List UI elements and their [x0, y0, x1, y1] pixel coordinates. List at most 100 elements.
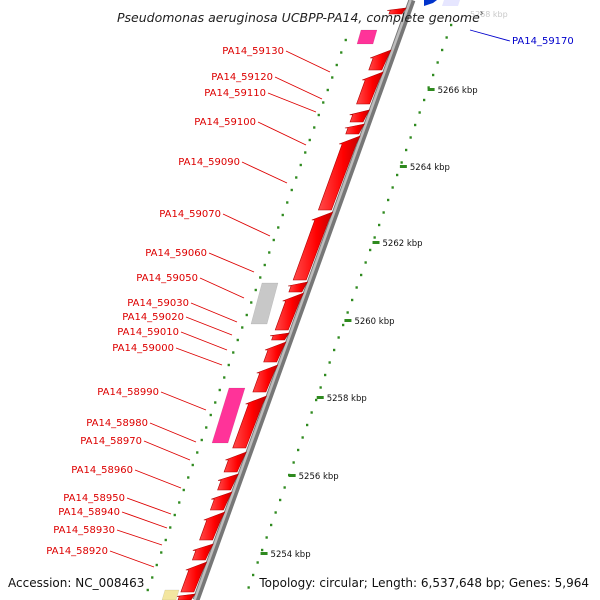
scale-tick-mark — [288, 474, 296, 477]
track-dot — [214, 401, 217, 404]
leader-line — [180, 331, 228, 351]
track-dot — [247, 586, 250, 589]
gene-track — [161, 7, 407, 600]
track-dot — [373, 236, 376, 239]
svg-text:5268 kbp: 5268 kbp — [470, 10, 508, 19]
gene-label: PA14_59050 — [136, 273, 198, 284]
track-dot — [378, 223, 381, 227]
track-dot — [315, 398, 318, 402]
gene-label: PA14_58920 — [46, 546, 108, 557]
track-dot — [254, 288, 257, 292]
track-dot — [333, 348, 336, 352]
track-dot — [283, 486, 286, 489]
gene-label: PA14_59000 — [112, 343, 174, 354]
scale-labels: 5254 kbp 5256 kbp 5258 kbp 5260 kbp 5262 kbp… — [260, 86, 478, 560]
scale-tick-label: 5262 kbp — [383, 239, 423, 249]
leader-line — [222, 213, 271, 237]
track-dot — [351, 298, 354, 302]
blue-gene-arrow — [424, 0, 437, 6]
leader-line — [190, 302, 238, 323]
track-dot — [355, 286, 358, 289]
track-dot — [317, 113, 320, 117]
leader-line — [121, 511, 168, 529]
scale-tick-label: 5266 kbp — [438, 86, 478, 96]
gene-label: PA14_59170 — [512, 36, 574, 47]
track-dot — [445, 36, 448, 39]
gene-arrow — [270, 332, 290, 341]
label-leaders — [109, 29, 511, 568]
track-dot — [227, 363, 230, 367]
track-dot — [270, 523, 273, 527]
scale-tick-label: 5254 kbp — [271, 550, 311, 560]
track-dot — [277, 226, 280, 229]
gene-label: PA14_58960 — [71, 465, 133, 476]
track-dot — [200, 438, 203, 442]
track-dot — [292, 461, 295, 464]
leader-line — [469, 29, 511, 42]
track-dot — [178, 501, 181, 504]
track-dot — [272, 238, 275, 242]
gene-label: PA14_58970 — [80, 436, 142, 447]
track-dot — [187, 476, 190, 479]
track-dot — [301, 436, 304, 439]
track-dot — [151, 576, 154, 579]
gene-label: PA14_58930 — [53, 525, 115, 536]
gene-arrow — [223, 451, 247, 473]
track-dot — [256, 561, 259, 564]
track-dot — [344, 38, 347, 42]
gene-arrow — [344, 123, 365, 135]
gene-label: PA14_58990 — [97, 387, 159, 398]
leader-line — [175, 347, 223, 366]
track-dot — [279, 498, 282, 502]
track-dot — [382, 211, 385, 214]
track-dot — [364, 261, 367, 264]
gene-label: PA14_59090 — [178, 157, 240, 168]
pink-gene-block — [211, 387, 246, 444]
track-dot — [252, 573, 255, 577]
gene-arrow — [356, 71, 384, 105]
track-dot — [261, 548, 264, 552]
track-dot — [295, 176, 298, 179]
track-dot — [259, 276, 262, 279]
gene-label: PA14_59020 — [122, 312, 184, 323]
gene-arrow — [180, 561, 208, 593]
track-dot — [182, 488, 185, 492]
outer-dotted-track — [247, 23, 453, 589]
track-dot — [346, 311, 349, 314]
gene-arrow — [263, 341, 287, 363]
leader-line — [126, 497, 172, 515]
track-dot — [205, 426, 208, 429]
track-dot — [218, 388, 221, 392]
gene-label: PA14_59070 — [159, 209, 221, 220]
track-dot — [306, 423, 309, 427]
track-dot — [337, 336, 340, 339]
light-gene-arrow — [442, 0, 460, 6]
gene-arrow — [217, 473, 239, 491]
track-dot — [396, 173, 399, 177]
track-dot — [191, 463, 194, 467]
gene-label: PA14_58980 — [86, 418, 148, 429]
track-dot — [241, 326, 244, 329]
scale-tick-mark — [344, 319, 352, 322]
leader-line — [134, 469, 182, 489]
track-dot — [146, 588, 149, 592]
track-dot — [164, 538, 167, 542]
track-dot — [427, 86, 430, 89]
track-dot — [310, 411, 313, 414]
track-dot — [432, 73, 435, 77]
gene-label: PA14_59030 — [127, 298, 189, 309]
track-dot — [335, 63, 338, 67]
leader-line — [274, 76, 323, 100]
gene-arrow — [191, 543, 214, 561]
gene-arrow — [199, 511, 226, 541]
leader-line — [109, 550, 155, 568]
track-dot — [173, 513, 176, 517]
leader-line — [285, 50, 331, 73]
track-dot — [414, 123, 417, 127]
leader-line — [143, 440, 191, 461]
track-dot — [232, 351, 235, 354]
track-dot — [245, 313, 248, 317]
gene-label: PA14_59110 — [204, 88, 266, 99]
track-dot — [265, 536, 268, 539]
